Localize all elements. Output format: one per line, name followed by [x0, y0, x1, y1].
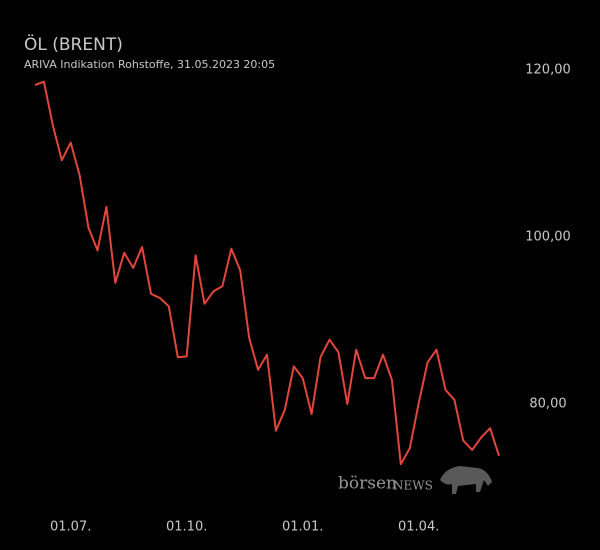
- y-tick-label: 80,00: [529, 397, 566, 412]
- price-line: [34, 80, 500, 466]
- y-tick-label: 120,00: [525, 63, 571, 78]
- watermark-text: börsen: [338, 474, 397, 494]
- x-tick-label: 01.10.: [166, 520, 207, 535]
- y-tick-label: 100,00: [525, 230, 571, 245]
- watermark-text: NEWS: [393, 479, 433, 493]
- x-tick-label: 01.01.: [282, 520, 323, 535]
- x-tick-label: 01.04.: [398, 520, 439, 535]
- chart-title: ÖL (BRENT): [24, 33, 123, 55]
- watermark: börsen NEWS: [338, 466, 492, 494]
- x-tick-label: 01.07.: [50, 520, 91, 535]
- watermark-bull: [440, 466, 492, 494]
- chart-subtitle: ARIVA Indikation Rohstoffe, 31.05.2023 2…: [24, 58, 275, 71]
